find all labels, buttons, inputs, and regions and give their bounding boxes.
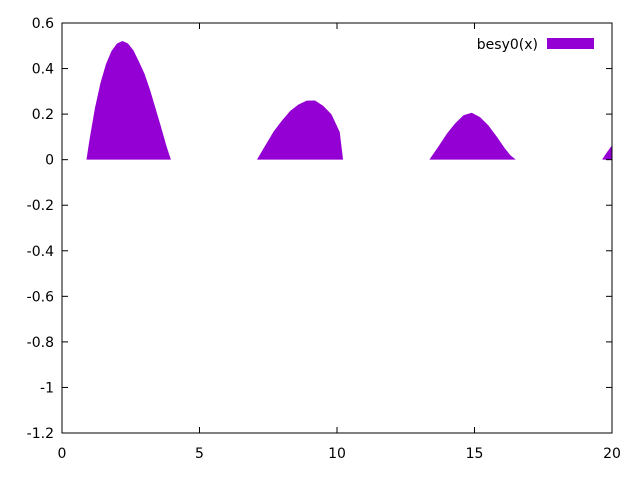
- y-tick-label: -0.2: [27, 198, 54, 214]
- y-axis: -1.2 -1 -0.8 -0.6 -0.4 -0.2 0 0.2 0.4 0.6: [27, 16, 612, 442]
- y-tick-label: -0.8: [27, 335, 54, 351]
- x-tick-label: 10: [328, 446, 346, 462]
- x-tick-label: 20: [603, 446, 621, 462]
- y-tick-label: 0.2: [32, 107, 54, 123]
- series-area-lobe: [256, 100, 344, 160]
- y-tick-label: -0.4: [27, 244, 54, 260]
- x-axis: 0 5 10 15 20: [58, 23, 621, 462]
- series-fills: [86, 40, 612, 160]
- y-tick-label: 0: [45, 153, 54, 169]
- y-tick-label: -1: [40, 380, 54, 396]
- series-area-lobe: [86, 40, 171, 160]
- x-tick-label: 5: [195, 446, 204, 462]
- y-tick-label: 0.6: [32, 16, 54, 32]
- legend: besy0(x): [477, 37, 594, 53]
- y-tick-label: 0.4: [32, 62, 54, 78]
- x-tick-label: 15: [466, 446, 484, 462]
- legend-label: besy0(x): [477, 37, 538, 53]
- x-tick-label: 0: [58, 446, 67, 462]
- y-tick-label: -0.6: [27, 289, 54, 305]
- y-tick-label: -1.2: [27, 426, 54, 442]
- series-area-lobe: [602, 145, 612, 160]
- legend-swatch: [547, 38, 594, 49]
- plot-area: [61, 22, 613, 434]
- series-area-lobe: [429, 112, 516, 160]
